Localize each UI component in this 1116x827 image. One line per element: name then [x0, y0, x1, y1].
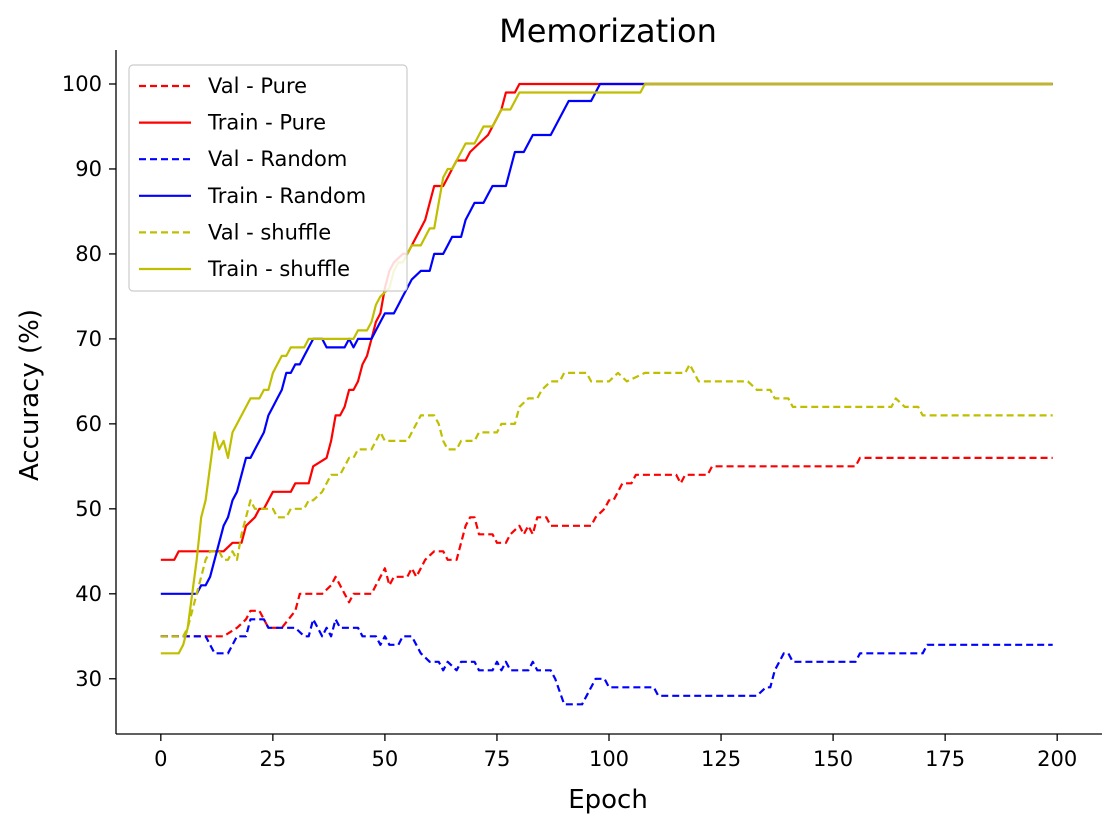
- x-axis-label: Epoch: [568, 785, 648, 815]
- y-tick-label: 40: [75, 582, 102, 606]
- legend-label: Val - Random: [208, 147, 347, 171]
- chart-title: Memorization: [499, 12, 717, 50]
- y-axis-label: Accuracy (%): [15, 309, 45, 481]
- series-layer: [160, 82, 1053, 706]
- legend-label: Train - Pure: [207, 111, 326, 135]
- legend-label: Train - Random: [207, 184, 366, 208]
- x-tick-label: 25: [259, 747, 286, 771]
- y-tick-label: 100: [62, 72, 102, 96]
- x-tick-label: 100: [589, 747, 629, 771]
- y-tick-label: 50: [75, 497, 102, 521]
- y-tick-label: 90: [75, 157, 102, 181]
- series-line-4: [160, 363, 1053, 638]
- series-line-5: [160, 82, 1053, 655]
- x-tick-label: 0: [154, 747, 167, 771]
- x-tick-label: 200: [1037, 747, 1077, 771]
- series-line-3: [160, 82, 1053, 595]
- legend-box: [128, 64, 408, 292]
- x-tick-label: 75: [484, 747, 511, 771]
- series-line-0: [160, 456, 1053, 638]
- y-tick-label: 70: [75, 327, 102, 351]
- legend-label: Train - shuffle: [207, 257, 350, 281]
- series-line-2: [160, 618, 1053, 706]
- legend: Val - Pure Train - Pure Val - Random Train …: [128, 64, 408, 292]
- x-axis-ticks: 0 25 50 75 100 125 150 175 200: [154, 734, 1077, 771]
- y-axis-ticks: 30 40 50 60 70 80 90 100: [62, 72, 116, 691]
- legend-label: Val - Pure: [208, 74, 307, 98]
- legend-label: Val - shuffle: [208, 220, 331, 244]
- y-tick-label: 30: [75, 667, 102, 691]
- x-tick-label: 175: [925, 747, 965, 771]
- y-tick-label: 60: [75, 412, 102, 436]
- x-tick-label: 150: [813, 747, 853, 771]
- x-tick-label: 125: [701, 747, 741, 771]
- x-tick-label: 50: [372, 747, 399, 771]
- y-tick-label: 80: [75, 242, 102, 266]
